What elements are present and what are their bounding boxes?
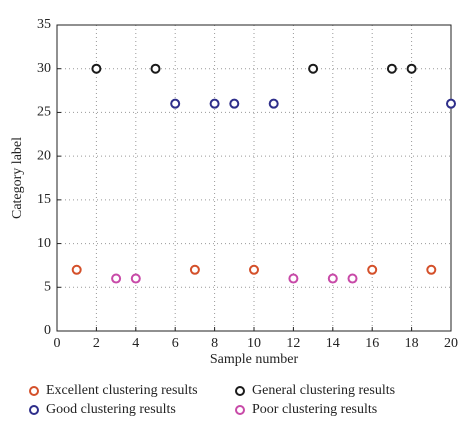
legend-label: General clustering results — [252, 383, 395, 398]
y-tick-label: 5 — [44, 280, 51, 295]
point — [111, 273, 122, 284]
x-tick-label: 6 — [172, 336, 179, 351]
legend-label: Poor clustering results — [252, 402, 377, 417]
point — [189, 264, 200, 275]
y-tick-label: 30 — [37, 61, 51, 76]
y-tick-label: 0 — [44, 323, 51, 338]
point — [446, 98, 456, 109]
y-axis-label: Category label — [10, 137, 25, 219]
point — [209, 98, 220, 109]
point — [406, 63, 417, 74]
legend-marker — [235, 405, 245, 415]
point — [249, 264, 259, 275]
point — [367, 264, 378, 275]
y-tick-label: 25 — [37, 105, 51, 120]
x-axis-label: Sample number — [210, 352, 299, 367]
point — [268, 98, 279, 109]
x-tick-label: 14 — [326, 336, 340, 351]
point — [386, 63, 397, 74]
point — [91, 63, 102, 74]
point — [229, 98, 240, 109]
y-tick-label: 15 — [37, 192, 51, 207]
x-tick-label: 16 — [365, 336, 379, 351]
x-tick-label: 0 — [54, 336, 61, 351]
x-tick-label: 2 — [93, 336, 100, 351]
point — [327, 273, 338, 284]
point — [150, 63, 161, 74]
point — [71, 264, 82, 275]
point — [130, 273, 141, 284]
point — [347, 273, 358, 284]
legend-marker — [29, 386, 39, 396]
x-tick-label: 10 — [247, 336, 261, 351]
legend-label: Excellent clustering results — [46, 383, 198, 398]
y-tick-label: 35 — [37, 17, 51, 32]
point — [288, 273, 299, 284]
point — [170, 98, 181, 109]
legend-label: Good clustering results — [46, 402, 176, 417]
x-tick-label: 12 — [286, 336, 300, 351]
plot-frame — [56, 24, 452, 332]
legend-marker — [235, 386, 245, 396]
y-tick-label: 10 — [37, 236, 51, 251]
x-tick-label: 4 — [132, 336, 139, 351]
legend-marker — [29, 405, 39, 415]
y-tick-label: 20 — [37, 148, 51, 163]
x-tick-label: 8 — [211, 336, 218, 351]
point — [426, 264, 437, 275]
x-tick-label: 18 — [405, 336, 419, 351]
point — [308, 63, 319, 74]
x-tick-label: 20 — [444, 336, 458, 351]
